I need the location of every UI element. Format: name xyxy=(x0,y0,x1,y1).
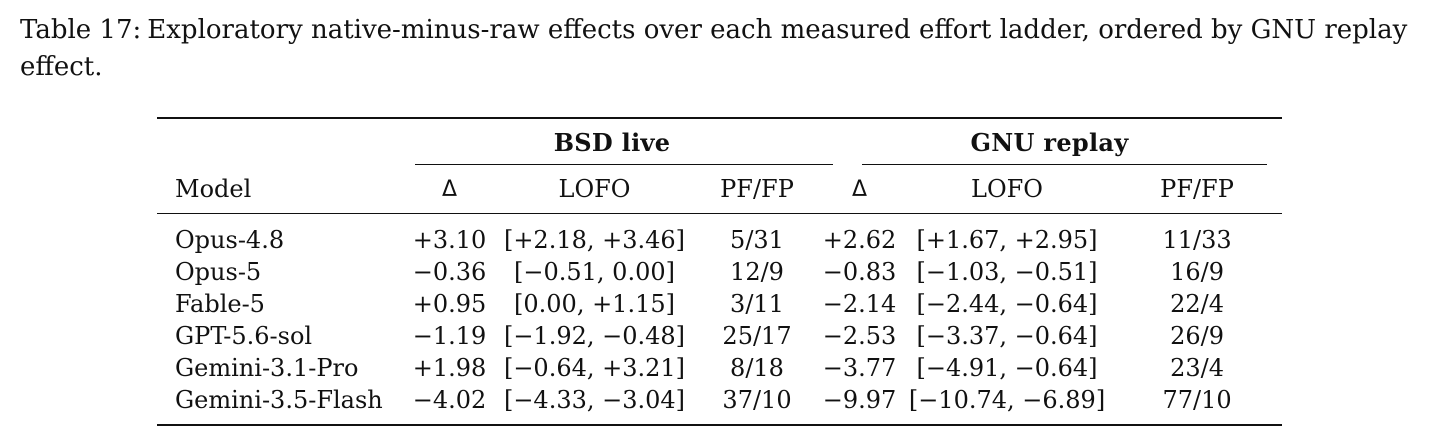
cell-gnu-pffp: 23/4 xyxy=(1170,354,1224,382)
cell-model: GPT-5.6-sol xyxy=(175,322,313,350)
table-row: Opus-5 −0.36 [−0.51, 0.00] 12/9 −0.83 [−… xyxy=(157,256,1282,288)
cell-bsd-pffp: 12/9 xyxy=(730,258,784,286)
col-header-gnu-lofo: LOFO xyxy=(971,175,1043,203)
cell-bsd-delta: +1.98 xyxy=(412,354,487,382)
table-bottom-rule xyxy=(157,424,1282,426)
cell-model: Opus-4.8 xyxy=(175,226,285,254)
cell-bsd-delta: −1.19 xyxy=(412,322,487,350)
gnu-group-underline xyxy=(862,164,1267,165)
cell-gnu-delta: −3.77 xyxy=(822,354,897,382)
cell-bsd-lofo: [+2.18, +3.46] xyxy=(503,226,686,254)
cell-model: Opus-5 xyxy=(175,258,262,286)
cell-bsd-pffp: 37/10 xyxy=(722,386,792,414)
cell-model: Gemini-3.5-Flash xyxy=(175,386,383,414)
results-table: BSD live GNU replay Model Δ LOFO PF/FP Δ… xyxy=(157,117,1283,422)
table-row: Opus-4.8 +3.10 [+2.18, +3.46] 5/31 +2.62… xyxy=(157,214,1282,257)
table-row: Fable-5 +0.95 [0.00, +1.15] 3/11 −2.14 [… xyxy=(157,288,1282,320)
cell-bsd-delta: +0.95 xyxy=(412,290,487,318)
group-header-empty xyxy=(157,118,407,165)
cell-gnu-pffp: 11/33 xyxy=(1162,226,1232,254)
cell-gnu-delta: −0.83 xyxy=(822,258,897,286)
column-header-row: Model Δ LOFO PF/FP Δ LOFO PF/FP xyxy=(157,165,1283,214)
cell-gnu-lofo: [−3.37, −0.64] xyxy=(916,322,1098,350)
col-header-model: Model xyxy=(175,175,252,203)
cell-bsd-delta: −4.02 xyxy=(412,386,487,414)
cell-model: Gemini-3.1-Pro xyxy=(175,354,359,382)
group-header-row: BSD live GNU replay xyxy=(157,118,1283,165)
cell-bsd-pffp: 8/18 xyxy=(730,354,784,382)
cell-gnu-pffp: 77/10 xyxy=(1162,386,1232,414)
group-header-bsd: BSD live xyxy=(553,127,671,157)
cell-gnu-pffp: 22/4 xyxy=(1170,290,1224,318)
cell-gnu-lofo: [−2.44, −0.64] xyxy=(916,290,1098,318)
table-row: Gemini-3.1-Pro +1.98 [−0.64, +3.21] 8/18… xyxy=(157,352,1282,384)
cell-gnu-pffp: 16/9 xyxy=(1170,258,1224,286)
cell-gnu-delta: −2.14 xyxy=(822,290,897,318)
results-table-wrapper: BSD live GNU replay Model Δ LOFO PF/FP Δ… xyxy=(157,117,1283,422)
col-header-gnu-delta: Δ xyxy=(851,176,868,202)
caption-text: Exploratory native-minus-raw effects ove… xyxy=(20,15,1408,82)
cell-bsd-pffp: 3/11 xyxy=(730,290,784,318)
cell-bsd-lofo: [−4.33, −3.04] xyxy=(503,386,686,414)
caption-label: Table 17: xyxy=(20,15,142,45)
col-header-bsd-lofo: LOFO xyxy=(558,175,631,203)
cell-bsd-lofo: [−0.64, +3.21] xyxy=(503,354,686,382)
col-header-bsd-pffp: PF/FP xyxy=(720,175,794,203)
cell-bsd-pffp: 25/17 xyxy=(722,322,792,350)
col-header-bsd-delta: Δ xyxy=(441,176,458,202)
cell-gnu-pffp: 26/9 xyxy=(1170,322,1224,350)
table-caption: Table 17: Exploratory native-minus-raw ef… xyxy=(20,12,1430,86)
cell-bsd-lofo: [0.00, +1.15] xyxy=(514,290,675,318)
cell-model: Fable-5 xyxy=(175,290,265,318)
table-row: Gemini-3.5-Flash −4.02 [−4.33, −3.04] 37… xyxy=(157,384,1282,422)
group-header-gnu: GNU replay xyxy=(970,127,1129,157)
cell-bsd-lofo: [−1.92, −0.48] xyxy=(503,322,686,350)
bsd-group-underline xyxy=(415,164,833,165)
cell-bsd-pffp: 5/31 xyxy=(730,226,784,254)
cell-gnu-lofo: [−10.74, −6.89] xyxy=(908,386,1106,414)
cell-gnu-lofo: [−1.03, −0.51] xyxy=(916,258,1098,286)
cell-bsd-delta: +3.10 xyxy=(412,226,487,254)
col-header-gnu-pffp: PF/FP xyxy=(1160,175,1234,203)
cell-gnu-lofo: [+1.67, +2.95] xyxy=(916,226,1098,254)
cell-gnu-delta: +2.62 xyxy=(822,226,897,254)
cell-gnu-delta: −2.53 xyxy=(822,322,897,350)
table-row: GPT-5.6-sol −1.19 [−1.92, −0.48] 25/17 −… xyxy=(157,320,1282,352)
cell-bsd-lofo: [−0.51, 0.00] xyxy=(514,258,675,286)
cell-gnu-delta: −9.97 xyxy=(822,386,897,414)
cell-gnu-lofo: [−4.91, −0.64] xyxy=(916,354,1098,382)
cell-bsd-delta: −0.36 xyxy=(412,258,487,286)
